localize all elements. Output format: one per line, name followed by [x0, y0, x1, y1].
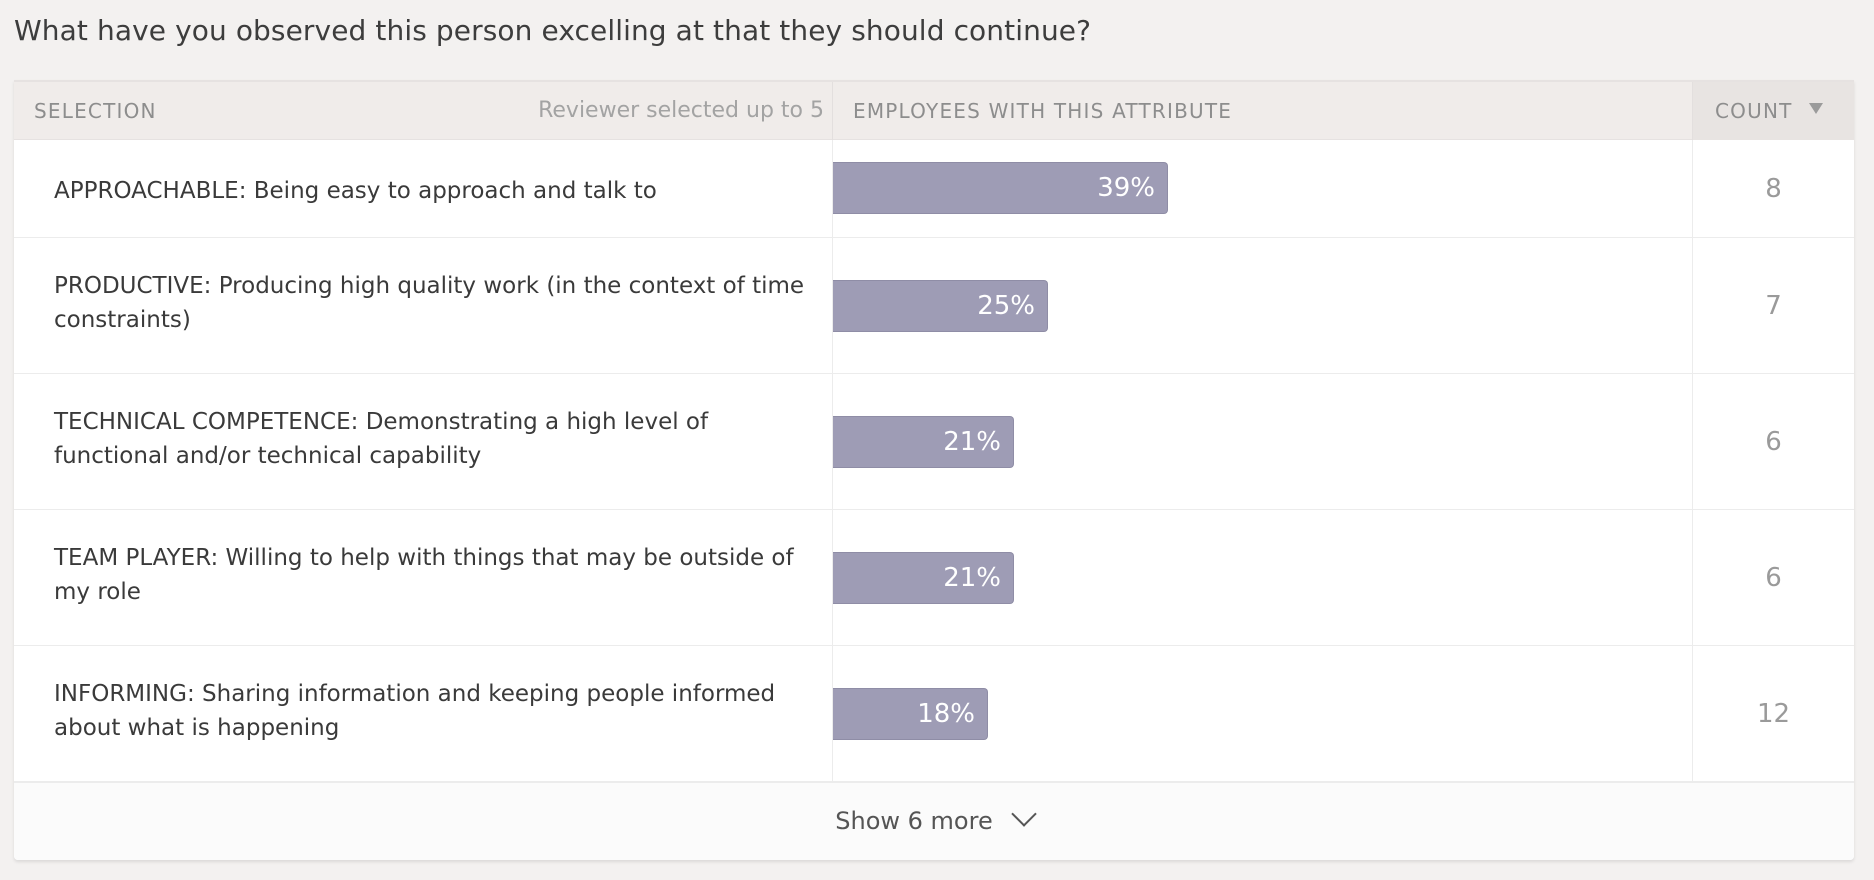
table-row: TECHNICAL COMPETENCE: Demonstrating a hi…	[14, 374, 1854, 510]
bar-cell: 18%	[832, 646, 1692, 781]
row-label: TECHNICAL COMPETENCE: Demonstrating a hi…	[54, 409, 709, 469]
table-row: INFORMING: Sharing information and keepi…	[14, 646, 1854, 782]
percent-bar: 18%	[833, 688, 988, 740]
row-label: APPROACHABLE: Being easy to approach and…	[54, 178, 657, 204]
header-reviewer-note: Reviewer selected up to 5	[538, 98, 824, 123]
row-label: INFORMING: Sharing information and keepi…	[54, 681, 776, 741]
row-label: TEAM PLAYER: Willing to help with things…	[54, 545, 794, 605]
bar-cell: 39%	[832, 140, 1692, 237]
header-selection: SELECTION	[34, 99, 157, 123]
row-count: 7	[1692, 238, 1854, 373]
show-more-button[interactable]: Show 6 more	[14, 782, 1854, 860]
question-title: What have you observed this person excel…	[14, 14, 1092, 47]
percent-bar: 21%	[833, 552, 1014, 604]
table-header: SELECTION Reviewer selected up to 5 EMPL…	[14, 82, 1854, 140]
bar-cell: 21%	[832, 510, 1692, 645]
row-count: 6	[1692, 510, 1854, 645]
bar-cell: 25%	[832, 238, 1692, 373]
table-row: PRODUCTIVE: Producing high quality work …	[14, 238, 1854, 374]
percent-bar: 25%	[833, 280, 1048, 332]
chevron-down-icon	[1010, 801, 1037, 827]
percent-bar: 21%	[833, 416, 1014, 468]
bar-cell: 21%	[832, 374, 1692, 509]
show-more-label: Show 6 more	[835, 807, 993, 835]
attribute-table: SELECTION Reviewer selected up to 5 EMPL…	[14, 80, 1854, 860]
header-count-label: COUNT	[1715, 99, 1793, 123]
triangle-down-icon	[1808, 103, 1823, 114]
table-body: APPROACHABLE: Being easy to approach and…	[14, 140, 1854, 782]
row-count: 8	[1692, 140, 1854, 237]
table-row: TEAM PLAYER: Willing to help with things…	[14, 510, 1854, 646]
row-count: 6	[1692, 374, 1854, 509]
header-employees: EMPLOYEES WITH THIS ATTRIBUTE	[832, 82, 1706, 140]
header-count-sort[interactable]: COUNT	[1692, 82, 1854, 140]
row-label: PRODUCTIVE: Producing high quality work …	[54, 273, 805, 333]
table-row: APPROACHABLE: Being easy to approach and…	[14, 140, 1854, 238]
row-count: 12	[1692, 646, 1854, 781]
percent-bar: 39%	[833, 162, 1168, 214]
